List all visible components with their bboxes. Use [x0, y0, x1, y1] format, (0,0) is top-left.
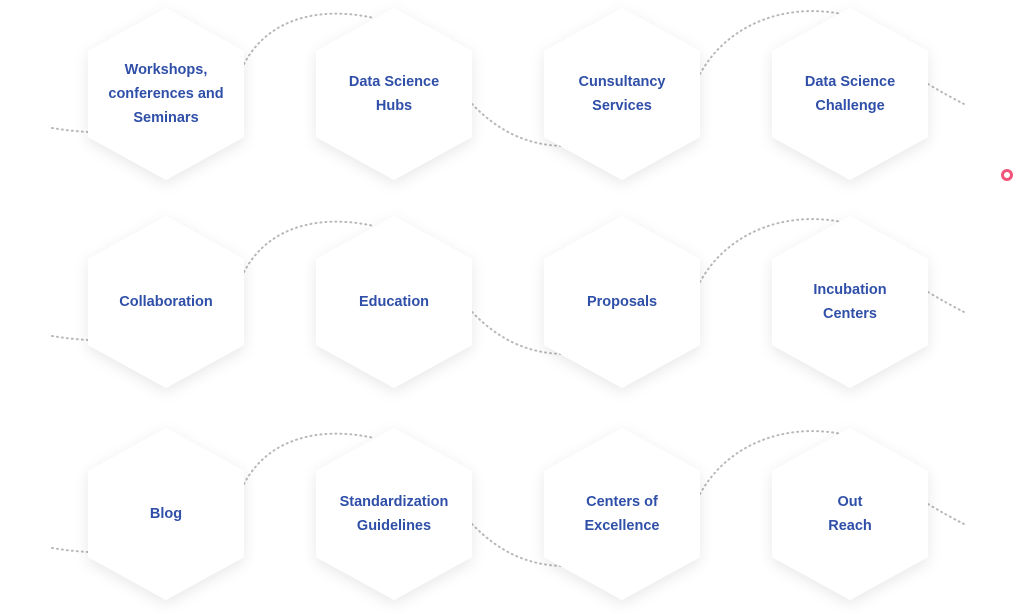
hex-blog[interactable]: Blog: [88, 428, 244, 600]
dotted-connector: [927, 83, 965, 105]
dotted-connector: [471, 103, 567, 147]
dotted-connector: [927, 291, 965, 313]
dotted-connector: [51, 335, 89, 341]
hex-proposals[interactable]: Proposals: [544, 216, 700, 388]
hex-label-data-science-challenge: Data Science Challenge: [804, 74, 896, 114]
hex-label-education: Education: [358, 294, 430, 310]
hex-label-centers-of-excellence: Centers of Excellence: [584, 494, 660, 534]
hex-label-out-reach: Out Reach: [828, 494, 872, 534]
hex-workshops[interactable]: Workshops, conferences and Seminars: [88, 8, 244, 180]
dotted-connector: [51, 127, 89, 133]
circle-ring-icon[interactable]: [1001, 169, 1013, 181]
hex-label-consultancy: Cunsultancy Services: [578, 74, 666, 114]
dotted-connector: [243, 432, 375, 485]
dotted-connector: [927, 503, 965, 525]
dotted-connector: [243, 12, 375, 65]
hex-centers-of-excellence[interactable]: Centers of Excellence: [544, 428, 700, 600]
hex-label-incubation-centers: Incubation Centers: [813, 282, 887, 322]
hex-label-standardization-guidelines: Standardization Guidelines: [339, 494, 449, 534]
hex-incubation-centers[interactable]: Incubation Centers: [772, 216, 928, 388]
hex-consultancy[interactable]: Cunsultancy Services: [544, 8, 700, 180]
hex-label-data-science-hubs: Data Science Hubs: [348, 74, 440, 114]
hex-label-blog: Blog: [149, 506, 183, 522]
dotted-connector: [471, 311, 567, 355]
dotted-connector: [51, 547, 89, 553]
dotted-connector: [243, 220, 375, 273]
dotted-connector: [471, 523, 567, 567]
hex-label-proposals: Proposals: [586, 294, 658, 310]
hex-label-collaboration: Collaboration: [119, 294, 213, 310]
hex-data-science-challenge[interactable]: Data Science Challenge: [772, 8, 928, 180]
hex-education[interactable]: Education: [316, 216, 472, 388]
hex-data-science-hubs[interactable]: Data Science Hubs: [316, 8, 472, 180]
hex-collaboration[interactable]: Collaboration: [88, 216, 244, 388]
hex-label-workshops: Workshops, conferences and Seminars: [108, 62, 224, 126]
hex-standardization-guidelines[interactable]: Standardization Guidelines: [316, 428, 472, 600]
hex-out-reach[interactable]: Out Reach: [772, 428, 928, 600]
